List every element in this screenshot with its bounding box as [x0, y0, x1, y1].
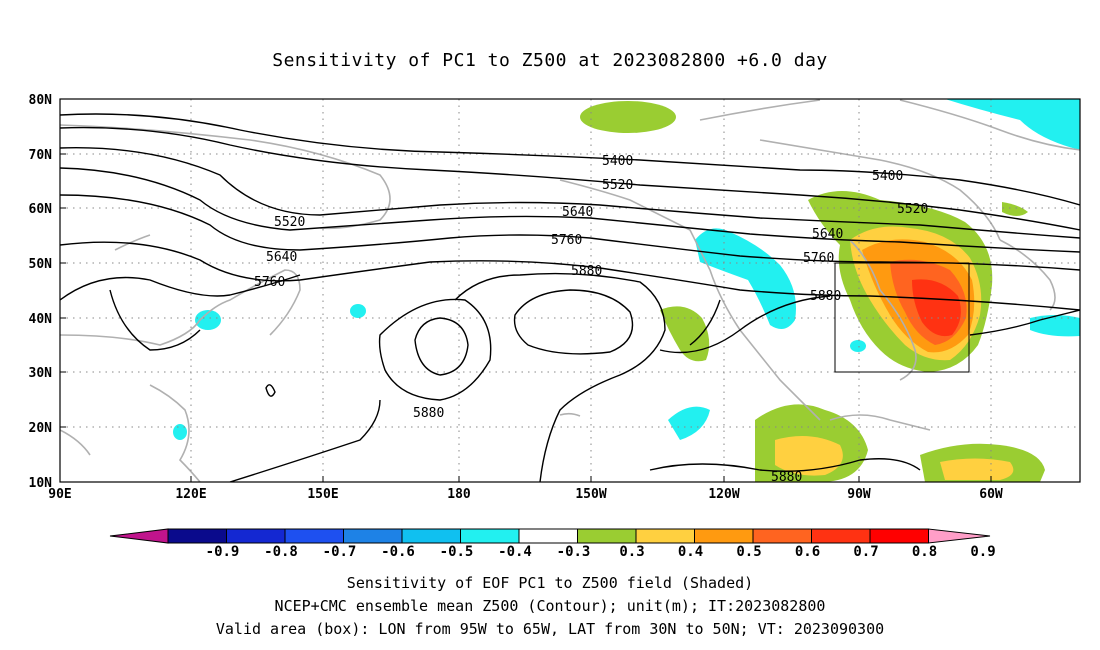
colorbar-swatch — [518, 528, 578, 544]
caption-line-2: NCEP+CMC ensemble mean Z500 (Contour); u… — [274, 597, 826, 615]
shaded-positive-region-caribbean — [755, 202, 1045, 482]
lat-labels: 80N 70N 60N 50N 40N 30N 20N 10N — [29, 93, 53, 491]
shaded-negative-spots — [173, 304, 1080, 440]
colorbar-swatch — [752, 528, 812, 544]
colorbar-swatch — [869, 528, 929, 544]
plot-frame — [59, 98, 1081, 483]
colorbar-tick-label: -0.3 — [556, 544, 591, 560]
contour-label: 5640 — [562, 205, 593, 220]
contour-label: 5880 — [810, 289, 841, 304]
contour-label: 5640 — [266, 250, 297, 265]
colorbar-swatch — [460, 528, 520, 544]
lat-label: 20N — [29, 421, 53, 436]
colorbar-tick-label: -0.5 — [439, 544, 474, 560]
lon-label: 60W — [979, 487, 1003, 502]
colorbar-tick-label: 0.8 — [911, 544, 938, 560]
colorbar-left-arrow — [109, 528, 169, 544]
shaded-positive-region-baja — [660, 306, 710, 362]
colorbar-tick-label: 0.5 — [736, 544, 762, 560]
colorbar-swatch — [226, 528, 286, 544]
colorbar-tick-label: -0.9 — [205, 544, 240, 560]
lon-labels: 90E 120E 150E 180 150W 120W 90W 60W — [48, 487, 1003, 502]
colorbar-tick-label: -0.8 — [264, 544, 298, 560]
lon-label: 150E — [307, 487, 338, 502]
colorbar-tick-label: -0.6 — [381, 544, 415, 560]
lon-label: 120E — [175, 487, 206, 502]
contour-label: 5520 — [274, 215, 305, 230]
shaded-positive-region-arctic — [580, 101, 676, 133]
axis-ticks — [60, 153, 992, 482]
lon-label: 120W — [708, 487, 739, 502]
contour-label: 5880 — [571, 264, 602, 279]
lon-label: 180 — [447, 487, 471, 502]
contour-label: 5400 — [602, 154, 633, 169]
lat-label: 60N — [29, 202, 53, 217]
contour-label: 5880 — [413, 406, 444, 421]
lat-label: 50N — [29, 257, 53, 272]
shaded-negative-region-npacific — [695, 228, 796, 329]
caption-line-1: Sensitivity of EOF PC1 to Z500 field (Sh… — [346, 574, 754, 592]
colorbar-swatch — [635, 528, 695, 544]
lat-label: 70N — [29, 148, 53, 163]
shaded-sensitivity-main — [808, 191, 993, 372]
colorbar-swatch — [694, 528, 754, 544]
colorbar-tick-label: 0.6 — [794, 544, 821, 560]
caption-line-3: Valid area (box): LON from 95W to 65W, L… — [215, 620, 885, 638]
contour-label: 5880 — [771, 470, 802, 485]
contour-label: 5760 — [803, 251, 834, 266]
contour-label: 5760 — [254, 275, 285, 290]
colorbar-right-arrow — [928, 528, 991, 544]
colorbar-swatch — [284, 528, 344, 544]
colorbar-tick-label: 0.3 — [619, 544, 645, 560]
contour-label: 5520 — [897, 202, 928, 217]
colorbar-tick-label: 0.7 — [853, 544, 879, 560]
colorbar-swatch — [577, 528, 637, 544]
colorbar-tick-label: -0.7 — [322, 544, 357, 560]
colorbar-tick-label: 0.9 — [970, 544, 996, 560]
map-grid — [60, 99, 1080, 482]
lat-label: 40N — [29, 312, 53, 327]
colorbar — [109, 528, 991, 544]
lon-label: 90W — [847, 487, 871, 502]
lat-label: 30N — [29, 366, 53, 381]
colorbar-tick-label: -0.4 — [498, 544, 532, 560]
colorbar-swatch — [343, 528, 403, 544]
colorbar-tick-label: 0.4 — [677, 544, 704, 560]
shaded-negative-region-arctic — [945, 99, 1080, 150]
valid-area-box — [834, 262, 970, 373]
lon-label: 90E — [48, 487, 71, 502]
contour-label: 5400 — [872, 169, 903, 184]
colorbar-swatch — [401, 528, 461, 544]
colorbar-swatch — [811, 528, 871, 544]
lat-label: 80N — [29, 93, 53, 108]
lon-label: 150W — [575, 487, 606, 502]
contour-label: 5760 — [551, 233, 582, 248]
contour-label: 5520 — [602, 178, 633, 193]
colorbar-swatch — [167, 528, 227, 544]
contour-label: 5640 — [812, 227, 843, 242]
lat-label: 10N — [29, 476, 53, 491]
map-title: Sensitivity of PC1 to Z500 at 2023082800… — [272, 50, 828, 71]
z500-contours — [60, 113, 1080, 482]
contour-labels: 5400 5520 5640 5760 5880 5880 5880 5880 … — [254, 154, 928, 485]
